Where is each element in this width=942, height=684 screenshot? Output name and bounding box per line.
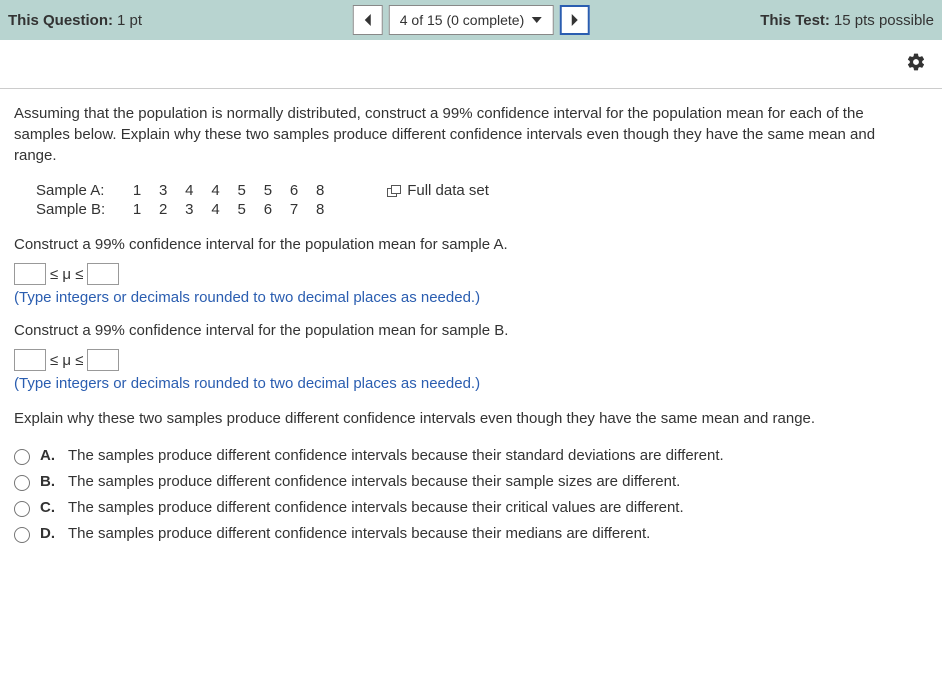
sample-b-v5: 6 <box>257 201 279 218</box>
sample-a-label: Sample A: <box>36 182 126 199</box>
choice-c-radio[interactable] <box>14 501 30 517</box>
choice-d-letter: D. <box>40 525 58 542</box>
ci-b-row: ≤ μ ≤ <box>14 349 928 371</box>
question-prompt: Assuming that the population is normally… <box>14 103 914 166</box>
samples-block: Sample A: 1 3 4 4 5 5 6 8 Sample B: 1 2 … <box>36 182 928 220</box>
test-label: This Test: <box>760 12 830 29</box>
ci-a-lower-input[interactable] <box>14 263 46 285</box>
choice-d-text: The samples produce different confidence… <box>68 525 928 542</box>
sample-a-v6: 6 <box>283 182 305 199</box>
choice-a-text: The samples produce different confidence… <box>68 447 928 464</box>
test-points: 15 pts possible <box>834 12 934 29</box>
ci-b-upper-input[interactable] <box>87 349 119 371</box>
ci-b-lower-input[interactable] <box>14 349 46 371</box>
sample-a-v2: 4 <box>178 182 200 199</box>
choice-b-radio[interactable] <box>14 475 30 491</box>
sample-a-v5: 5 <box>257 182 279 199</box>
full-data-set-link[interactable]: Full data set <box>387 182 489 199</box>
sample-lines: Sample A: 1 3 4 4 5 5 6 8 Sample B: 1 2 … <box>36 182 331 220</box>
sample-b-v0: 1 <box>126 201 148 218</box>
choice-c-letter: C. <box>40 499 58 516</box>
popup-icon <box>387 185 401 197</box>
sample-a-v1: 3 <box>152 182 174 199</box>
next-question-button[interactable] <box>559 5 589 35</box>
chevron-left-icon <box>362 13 374 27</box>
question-pager-dropdown[interactable]: 4 of 15 (0 complete) <box>389 5 554 35</box>
question-points: 1 pt <box>117 12 142 29</box>
hint-a: (Type integers or decimals rounded to tw… <box>14 289 928 306</box>
sample-a-values: 1 3 4 4 5 5 6 8 <box>126 182 331 199</box>
pager-text: 4 of 15 (0 complete) <box>400 12 525 28</box>
question-nav: 4 of 15 (0 complete) <box>353 5 590 35</box>
sample-b-v7: 8 <box>309 201 331 218</box>
hint-b: (Type integers or decimals rounded to tw… <box>14 375 928 392</box>
prev-question-button[interactable] <box>353 5 383 35</box>
sample-b-v3: 4 <box>205 201 227 218</box>
sample-a-row: Sample A: 1 3 4 4 5 5 6 8 <box>36 182 331 199</box>
sample-a-v0: 1 <box>126 182 148 199</box>
sub-prompt-a: Construct a 99% confidence interval for … <box>14 236 928 253</box>
choice-c: C. The samples produce different confide… <box>14 499 928 517</box>
sample-a-v4: 5 <box>231 182 253 199</box>
ci-a-row: ≤ μ ≤ <box>14 263 928 285</box>
full-data-label: Full data set <box>407 182 489 199</box>
sample-b-values: 1 2 3 4 5 6 7 8 <box>126 201 331 218</box>
choice-b: B. The samples produce different confide… <box>14 473 928 491</box>
header-bar: This Question: 1 pt 4 of 15 (0 complete)… <box>0 0 942 40</box>
chevron-right-icon <box>568 13 580 27</box>
choice-b-text: The samples produce different confidence… <box>68 473 928 490</box>
choice-a-letter: A. <box>40 447 58 464</box>
sample-b-v1: 2 <box>152 201 174 218</box>
mu-expr-b: ≤ μ ≤ <box>50 352 83 369</box>
sample-b-v6: 7 <box>283 201 305 218</box>
settings-row <box>0 40 942 89</box>
sample-b-v4: 5 <box>231 201 253 218</box>
sample-b-v2: 3 <box>178 201 200 218</box>
choice-d: D. The samples produce different confide… <box>14 525 928 543</box>
choice-c-text: The samples produce different confidence… <box>68 499 928 516</box>
ci-a-upper-input[interactable] <box>87 263 119 285</box>
choice-b-letter: B. <box>40 473 58 490</box>
mu-expr-a: ≤ μ ≤ <box>50 266 83 283</box>
explain-prompt: Explain why these two samples produce di… <box>14 408 914 429</box>
caret-down-icon <box>530 16 542 24</box>
question-label: This Question: <box>8 12 113 29</box>
gear-icon[interactable] <box>906 52 926 76</box>
sample-a-v3: 4 <box>205 182 227 199</box>
sample-b-label: Sample B: <box>36 201 126 218</box>
choice-a-radio[interactable] <box>14 449 30 465</box>
sub-prompt-b: Construct a 99% confidence interval for … <box>14 322 928 339</box>
choice-d-radio[interactable] <box>14 527 30 543</box>
question-content: Assuming that the population is normally… <box>0 89 942 571</box>
choice-a: A. The samples produce different confide… <box>14 447 928 465</box>
sample-a-v7: 8 <box>309 182 331 199</box>
sample-b-row: Sample B: 1 2 3 4 5 6 7 8 <box>36 201 331 218</box>
